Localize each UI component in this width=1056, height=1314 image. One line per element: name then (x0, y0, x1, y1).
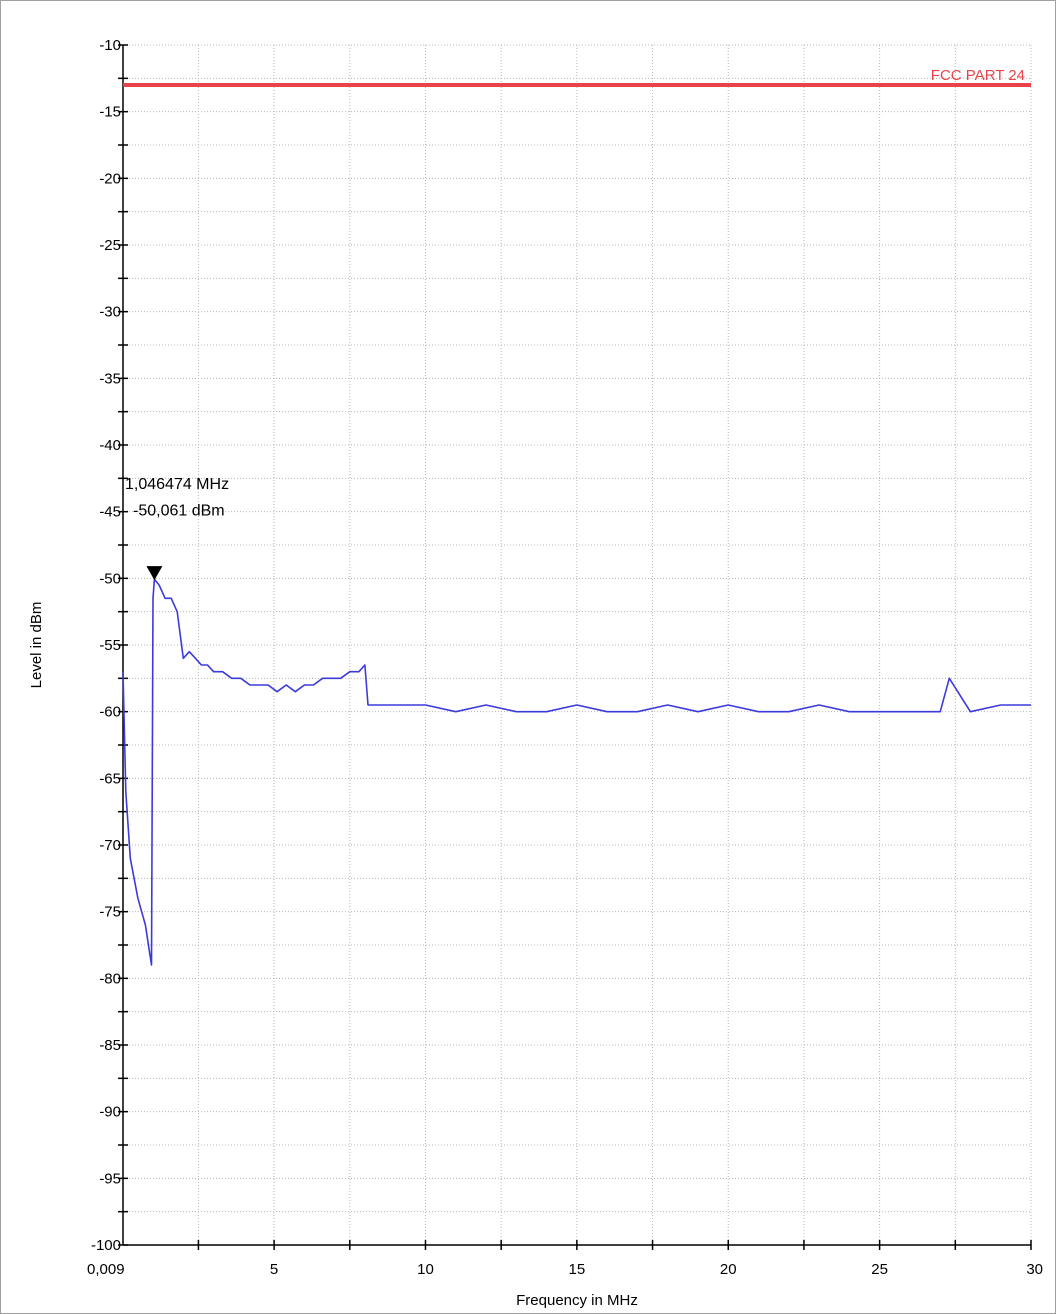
y-tick-label: -75 (99, 904, 121, 921)
y-tick-label: -80 (99, 970, 121, 987)
y-tick-labels: -10 -15 -20 -25 -30 -35 -40 -45 -50 -55 -60 -65 -70 -… (91, 37, 121, 1254)
peak-marker-group: 1,046474 MHz -50,061 dBm (125, 476, 229, 581)
y-tick-label: -40 (99, 437, 121, 454)
y-tick-label: -70 (99, 837, 121, 854)
marker-level-label: -50,061 dBm (133, 503, 225, 520)
axes (118, 44, 1032, 1250)
y-tick-label: -55 (99, 637, 121, 654)
y-tick-label: -85 (99, 1037, 121, 1054)
y-tick-label: -95 (99, 1170, 121, 1187)
x-tick-label: 20 (720, 1261, 737, 1278)
y-tick-label: -10 (99, 37, 121, 54)
x-tick-label: 25 (871, 1261, 888, 1278)
y-tick-label: -65 (99, 770, 121, 787)
x-axis-title: Frequency in MHz (516, 1292, 638, 1309)
y-tick-label: -50 (99, 570, 121, 587)
y-tick-label: -45 (99, 504, 121, 521)
x-tick-label: 30 (1026, 1261, 1043, 1278)
x-tick-label: 0,009 (87, 1261, 125, 1278)
y-tick-label: -25 (99, 237, 121, 254)
spectrum-trace (122, 578, 1031, 966)
y-tick-label: -100 (91, 1237, 121, 1254)
marker-frequency-label: 1,046474 MHz (125, 476, 229, 493)
x-tick-label: 15 (569, 1261, 586, 1278)
x-tick-label: 5 (270, 1261, 278, 1278)
y-tick-label: -20 (99, 170, 121, 187)
y-tick-label: -60 (99, 704, 121, 721)
grid (123, 44, 1032, 1246)
y-axis-title: Level in dBm (28, 602, 45, 689)
x-tick-label: 10 (417, 1261, 434, 1278)
y-tick-label: -15 (99, 104, 121, 121)
x-tick-labels: 0,009 5 10 15 20 25 30 (87, 1261, 1043, 1278)
y-tick-label: -90 (99, 1104, 121, 1121)
limit-line-group: FCC PART 24 (123, 67, 1031, 87)
y-tick-label: -35 (99, 370, 121, 387)
trace-group (122, 578, 1031, 966)
y-tick-label: -30 (99, 304, 121, 321)
peak-marker-icon (146, 566, 163, 581)
limit-line-label: FCC PART 24 (931, 67, 1025, 84)
